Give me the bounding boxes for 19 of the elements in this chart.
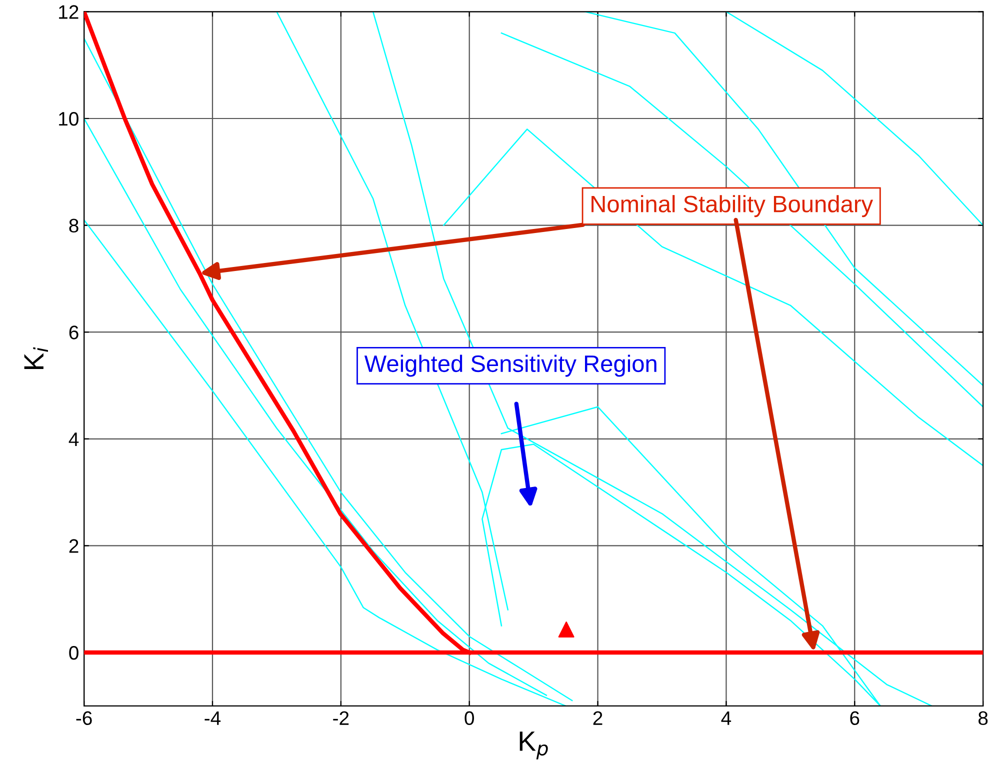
x-tick-label: 2 xyxy=(593,711,602,725)
x-tick-label: -4 xyxy=(204,711,221,725)
y-tick-label: 4 xyxy=(68,432,79,446)
y-tick-label: 12 xyxy=(59,5,78,19)
y-tick-label: 0 xyxy=(69,646,78,660)
x-axis-title: K$_{p}$ xyxy=(520,732,548,760)
y-tick-label: 10 xyxy=(59,112,78,126)
x-tick-label: 6 xyxy=(850,711,860,726)
annotation: Nominal Stability Boundary xyxy=(592,195,874,218)
y-tick-label: 2 xyxy=(69,539,78,553)
y-tick-label: 6 xyxy=(69,326,78,340)
annotation: Weighted Sensitivity Region xyxy=(364,354,656,377)
x-tick-label: 4 xyxy=(721,711,732,725)
x-tick-label: 0 xyxy=(464,711,474,726)
y-tick-label: 8 xyxy=(69,218,78,233)
x-tick-label: 8 xyxy=(978,711,988,726)
x-tick-label: -2 xyxy=(333,711,349,725)
y-axis-title: K$_{i}$ xyxy=(24,347,48,370)
x-tick-label: -6 xyxy=(76,711,92,726)
